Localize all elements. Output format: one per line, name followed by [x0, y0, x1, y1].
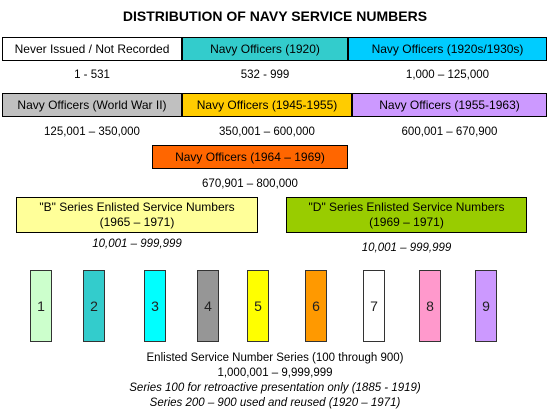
box-never-issued: Never Issued / Not Recorded — [2, 37, 182, 61]
b-series-label-line1: "B" Series Enlisted Service Numbers — [39, 200, 235, 214]
box-b-series-enlisted: "B" Series Enlisted Service Numbers (196… — [16, 197, 258, 233]
box-navy-officers-1964-1969: Navy Officers (1964 – 1969) — [152, 145, 348, 169]
digit-box-1: 1 — [30, 270, 52, 342]
range-navy-officers-1955-1963: 600,001 – 670,900 — [401, 126, 498, 138]
d-series-label-line2: (1969 – 1971) — [369, 215, 444, 229]
range-navy-officers-wwii: 125,001 – 350,000 — [44, 126, 140, 138]
range-d-series: 10,001 – 999,999 — [361, 242, 452, 254]
footer-line3: Series 100 for retroactive presentation … — [129, 382, 421, 394]
range-navy-officers-1920s-1930s: 1,000 – 125,000 — [405, 69, 490, 81]
box-navy-officers-wwii: Navy Officers (World War II) — [2, 93, 182, 117]
digit-box-2: 2 — [83, 270, 105, 342]
digit-box-4: 4 — [197, 270, 219, 342]
range-navy-officers-1964-1969: 670,901 – 800,000 — [202, 178, 298, 190]
diagram-title: DISTRIBUTION OF NAVY SERVICE NUMBERS — [122, 8, 428, 24]
digit-box-5: 5 — [247, 270, 269, 342]
digit-box-3: 3 — [144, 270, 166, 342]
digit-box-6: 6 — [305, 270, 327, 342]
footer-line2: 1,000,001 – 9,999,999 — [217, 367, 333, 379]
box-navy-officers-1945-1955: Navy Officers (1945-1955) — [182, 93, 352, 117]
range-navy-officers-1945-1955: 350,001 – 600,000 — [219, 126, 315, 138]
footer-line1: Enlisted Service Number Series (100 thro… — [146, 352, 404, 364]
box-navy-officers-1955-1963: Navy Officers (1955-1963) — [352, 93, 547, 117]
d-series-label-line1: "D" Series Enlisted Service Numbers — [308, 200, 505, 214]
b-series-label-line2: (1965 – 1971) — [99, 215, 175, 229]
footer-line4: Series 200 – 900 used and reused (1920 –… — [149, 397, 401, 409]
box-navy-officers-1920s-1930s: Navy Officers (1920s/1930s) — [348, 37, 547, 61]
digit-box-8: 8 — [419, 270, 441, 342]
range-navy-officers-1920: 532 - 999 — [240, 69, 290, 81]
box-navy-officers-1920: Navy Officers (1920) — [182, 37, 348, 61]
box-d-series-enlisted: "D" Series Enlisted Service Numbers (196… — [286, 197, 527, 233]
digit-box-7: 7 — [363, 270, 385, 342]
range-never-issued: 1 - 531 — [74, 69, 110, 81]
digit-box-9: 9 — [475, 270, 497, 342]
range-b-series: 10,001 – 999,999 — [92, 238, 182, 250]
